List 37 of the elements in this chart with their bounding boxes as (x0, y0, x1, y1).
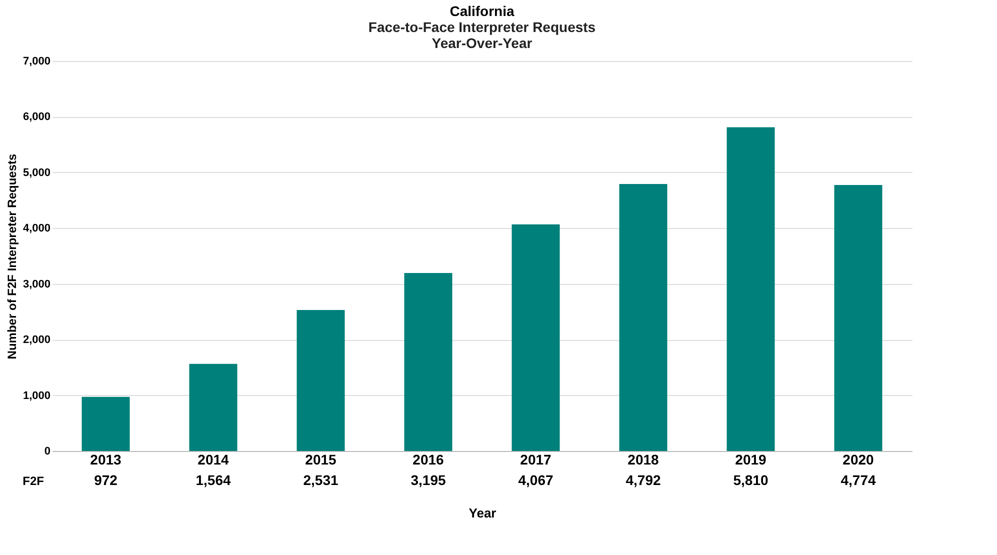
bar (82, 396, 130, 451)
x-tick-label: 2014 (198, 452, 230, 468)
bar (834, 185, 882, 451)
bar (726, 127, 775, 451)
x-tick-label: 2017 (520, 452, 552, 468)
y-tick-label: 6,000 (22, 111, 50, 124)
bar (619, 184, 668, 451)
bar (189, 364, 238, 451)
y-tick-label: 1,000 (22, 390, 50, 402)
data-label: 3,195 (410, 472, 446, 488)
x-tick-label: 2020 (842, 452, 874, 468)
y-tick-label: 3,000 (22, 278, 50, 290)
x-tick-label: 2013 (90, 452, 122, 468)
data-label: 2,531 (303, 472, 338, 488)
chart-subtitle: Face-to-Face Interpreter Requests Year-Over-Year (368, 19, 596, 51)
y-tick-label: 7,000 (22, 56, 50, 68)
y-axis-title: Number of F2F Interpreter Requests (4, 153, 19, 360)
y-tick-label: 4,000 (22, 222, 50, 235)
data-label: 4,774 (840, 472, 876, 488)
y-tick-label: 0 (44, 446, 50, 458)
x-tick-label: 2015 (305, 452, 337, 468)
data-label: 1,564 (196, 472, 231, 488)
x-tick-label: 2016 (412, 452, 444, 468)
data-label: 4,792 (626, 472, 661, 488)
y-tick-label: 2,000 (22, 334, 50, 346)
x-tick-label: 2018 (628, 452, 660, 468)
x-tick-label: 2019 (735, 452, 767, 468)
data-label: 5,810 (733, 472, 768, 488)
bar (296, 310, 345, 451)
data-label: 972 (94, 472, 118, 488)
bar (512, 224, 560, 451)
x-axis-title: Year (468, 506, 496, 520)
bar (404, 272, 452, 451)
y-tick-label: 5,000 (22, 166, 50, 179)
chart-title: California (450, 3, 514, 19)
text: F2F (22, 474, 44, 488)
data-label: 4,067 (518, 472, 554, 488)
